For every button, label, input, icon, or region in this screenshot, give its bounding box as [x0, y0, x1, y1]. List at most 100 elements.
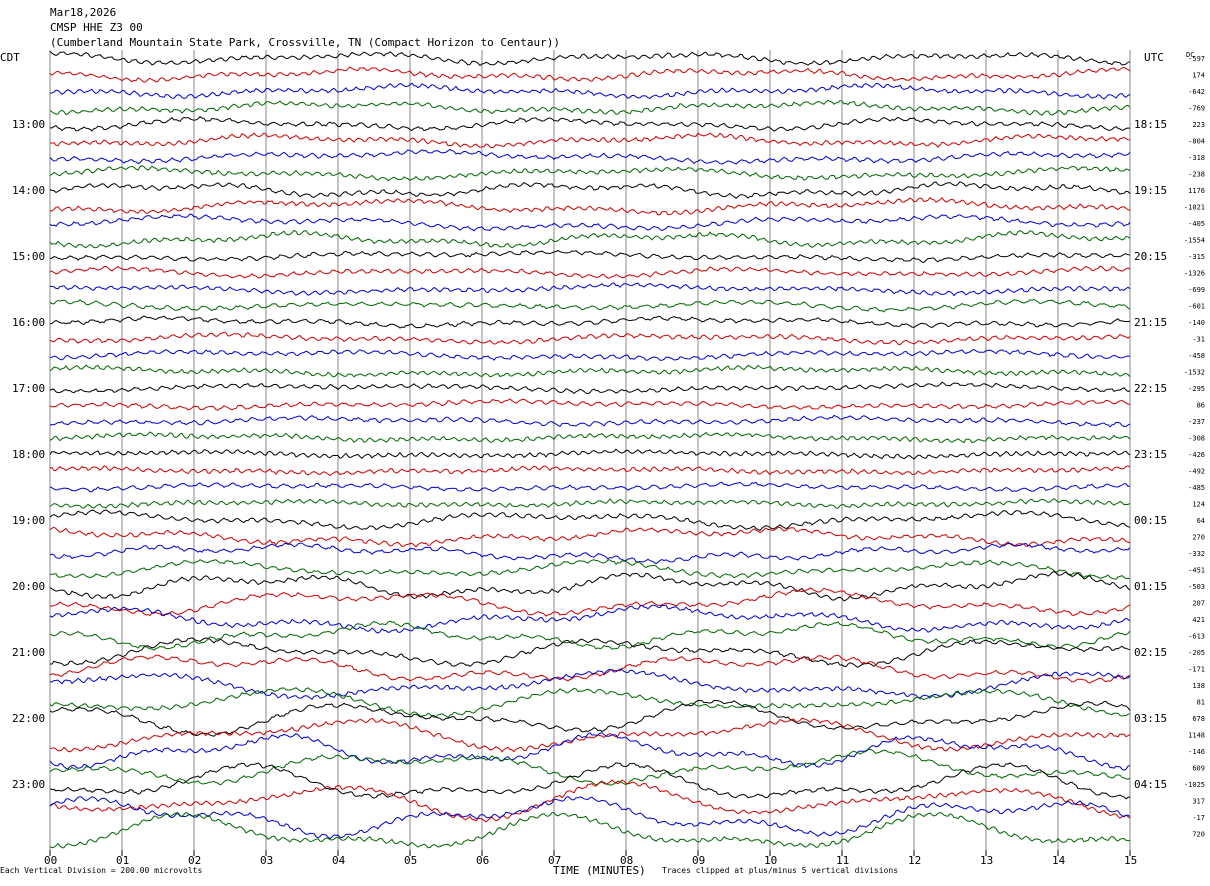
- dc-offset-label: -426: [1188, 451, 1205, 459]
- x-tick-label: 07: [548, 854, 561, 867]
- dc-offset-label: -318: [1188, 154, 1205, 162]
- trace-row-43: [49, 748, 1131, 786]
- station-label: CMSP HHE Z3 00: [50, 21, 143, 34]
- trace-row-29: [49, 526, 1131, 548]
- dc-offset-label: -17: [1192, 814, 1205, 822]
- dc-offset-label: 1176: [1188, 187, 1205, 195]
- trace-row-20: [49, 381, 1131, 395]
- axis-labels: 00 01 02 03 04 05 06 07 08 09 10 11 12 13 14 15 -597 174 -…: [12, 55, 1205, 867]
- right-time-label: 00:15: [1134, 514, 1167, 527]
- x-tick-label: 09: [692, 854, 705, 867]
- right-time-label: 19:15: [1134, 184, 1167, 197]
- trace-row-38: [49, 668, 1131, 700]
- dc-offset-label: 421: [1192, 616, 1205, 624]
- trace-row-9: [49, 196, 1131, 216]
- trace-row-19: [49, 364, 1131, 378]
- left-time-label: 22:00: [12, 712, 45, 725]
- dc-offset-label: -332: [1188, 550, 1205, 558]
- dc-label: DC: [1186, 51, 1194, 59]
- dc-offset-label: -769: [1188, 105, 1205, 113]
- trace-row-21: [49, 398, 1131, 411]
- x-tick-label: 05: [404, 854, 417, 867]
- trace-row-25: [49, 465, 1131, 477]
- dc-offset-label: -1025: [1184, 781, 1205, 789]
- dc-offset-label: 609: [1192, 765, 1205, 773]
- footer-scale-note: Each Vertical Division = 200.00 microvol…: [0, 866, 203, 875]
- dc-offset-label: 678: [1192, 715, 1205, 723]
- dc-offset-label: 223: [1192, 121, 1205, 129]
- trace-row-4: [49, 116, 1131, 132]
- dc-offset-label: -451: [1188, 567, 1205, 575]
- left-time-label: 15:00: [12, 250, 45, 263]
- header-block: Mar18,2026 CMSP HHE Z3 00 (Cumberland Mo…: [50, 5, 560, 50]
- location-label: (Cumberland Mountain State Park, Crossvi…: [50, 36, 560, 49]
- right-time-label: 21:15: [1134, 316, 1167, 329]
- right-time-label: 18:15: [1134, 118, 1167, 131]
- footer-clip-note: Traces clipped at plus/minus 5 vertical …: [662, 866, 899, 875]
- trace-group: [49, 50, 1131, 849]
- trace-row-34: [49, 604, 1131, 634]
- trace-row-22: [49, 414, 1131, 428]
- dc-offset-label: 86: [1197, 402, 1205, 410]
- trace-row-18: [49, 349, 1131, 361]
- trace-row-41: [49, 717, 1131, 753]
- x-tick-label: 03: [260, 854, 273, 867]
- trace-row-46: [49, 796, 1131, 840]
- dc-offset-label: -458: [1188, 352, 1205, 360]
- trace-row-12: [49, 249, 1131, 263]
- x-tick-label: 13: [980, 854, 993, 867]
- dc-offset-label: 1148: [1188, 732, 1205, 740]
- x-tick-label: 08: [620, 854, 633, 867]
- dc-offset-label: -315: [1188, 253, 1205, 261]
- dc-offset-label: -205: [1188, 649, 1205, 657]
- trace-row-31: [49, 559, 1131, 580]
- dc-offset-label: -295: [1188, 385, 1205, 393]
- dc-offset-label: -1554: [1184, 237, 1205, 245]
- trace-row-42: [49, 732, 1131, 771]
- right-time-label: 03:15: [1134, 712, 1167, 725]
- x-tick-label: 10: [764, 854, 777, 867]
- dc-offset-label: -405: [1188, 220, 1205, 228]
- dc-offset-label: -485: [1188, 484, 1205, 492]
- left-time-label: 13:00: [12, 118, 45, 131]
- x-tick-label: 00: [44, 854, 57, 867]
- trace-row-33: [49, 587, 1131, 617]
- right-time-label: 23:15: [1134, 448, 1167, 461]
- trace-row-45: [49, 779, 1131, 823]
- left-time-label: 17:00: [12, 382, 45, 395]
- dc-offset-label: -308: [1188, 435, 1205, 443]
- x-tick-label: 12: [908, 854, 921, 867]
- trace-row-11: [49, 229, 1131, 249]
- right-timezone-label: UTC: [1144, 51, 1164, 64]
- dc-offset-label: 174: [1192, 72, 1205, 80]
- dc-offset-label: -1532: [1184, 369, 1205, 377]
- x-tick-label: 06: [476, 854, 489, 867]
- trace-row-1: [49, 66, 1131, 83]
- trace-row-2: [49, 82, 1131, 100]
- dc-offset-label: -642: [1188, 88, 1205, 96]
- dc-offset-label: -699: [1188, 286, 1205, 294]
- x-tick-label: 02: [188, 854, 201, 867]
- x-axis-title: TIME (MINUTES): [553, 864, 646, 877]
- x-tick-label: 14: [1052, 854, 1066, 867]
- dc-offset-label: -238: [1188, 171, 1205, 179]
- left-time-label: 18:00: [12, 448, 45, 461]
- trace-row-28: [49, 509, 1131, 532]
- right-time-label: 20:15: [1134, 250, 1167, 263]
- dc-offset-label: -492: [1188, 468, 1205, 476]
- right-time-label: 04:15: [1134, 778, 1167, 791]
- trace-row-23: [49, 431, 1131, 444]
- dc-offset-label: -171: [1188, 666, 1205, 674]
- left-time-label: 20:00: [12, 580, 45, 593]
- left-time-label: 14:00: [12, 184, 45, 197]
- trace-row-7: [49, 165, 1131, 182]
- dc-offset-label: -597: [1188, 55, 1205, 63]
- trace-row-44: [49, 762, 1131, 800]
- dc-offset-label: -613: [1188, 633, 1205, 641]
- trace-row-26: [49, 481, 1131, 493]
- dc-offset-label: -31: [1192, 336, 1205, 344]
- dc-offset-label: 270: [1192, 534, 1205, 542]
- dc-offset-label: 64: [1197, 517, 1205, 525]
- x-tick-label: 15: [1124, 854, 1137, 867]
- right-time-label: 02:15: [1134, 646, 1167, 659]
